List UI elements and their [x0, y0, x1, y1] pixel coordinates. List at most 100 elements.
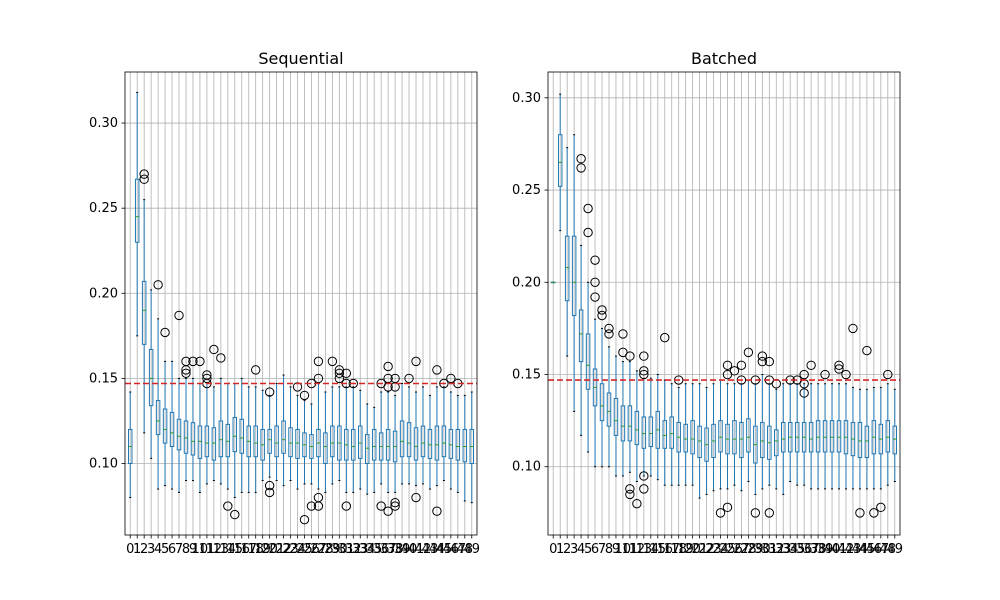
box-5 [583, 203, 593, 453]
x-tick-label: 24 [289, 542, 306, 557]
box-0 [550, 281, 556, 284]
box-body [406, 422, 412, 458]
outlier-point [757, 356, 768, 367]
box-body [892, 425, 898, 455]
box-body [218, 420, 224, 458]
axes-frame [124, 71, 478, 536]
box-19 [683, 383, 688, 486]
box-body [718, 420, 723, 453]
box-45 [439, 378, 449, 482]
box-43 [848, 323, 858, 490]
outlier-point [722, 360, 733, 370]
outlier-point [334, 373, 345, 384]
outlier-point [160, 327, 170, 338]
outlier-point [446, 373, 456, 384]
box-22 [281, 374, 286, 487]
box-body [774, 429, 779, 457]
box-47 [876, 386, 886, 513]
box-48 [462, 394, 468, 502]
x-tick-label: 13 [213, 542, 230, 557]
outlier-point [715, 508, 726, 518]
x-tick-label: 20 [684, 542, 701, 557]
x-tick-label: 38 [387, 542, 404, 557]
x-tick-label: 44 [429, 542, 446, 557]
y-tick-label: 0.25 [512, 183, 541, 198]
outlier-point [862, 345, 872, 356]
outlier-point [736, 360, 747, 370]
box-body [557, 134, 563, 187]
outlier-point [264, 387, 275, 397]
box-46 [869, 386, 879, 518]
outlier-point [223, 501, 233, 511]
box-body [134, 178, 140, 243]
box-body [641, 416, 647, 449]
x-tick-label: 33 [352, 542, 369, 557]
x-tick-label: 17 [663, 542, 680, 557]
box-26 [729, 366, 740, 486]
box-36 [799, 369, 809, 486]
box-body [323, 432, 328, 465]
box-body [232, 417, 238, 453]
x-tick-label: 3 [147, 542, 155, 557]
box-28 [743, 347, 754, 483]
outlier-point [806, 360, 816, 370]
x-tick-label: 30 [754, 542, 771, 557]
box-27 [736, 360, 747, 492]
box-body [585, 333, 591, 390]
box-body [211, 427, 217, 461]
y-tick-label: 0.30 [89, 116, 118, 131]
y-tick-label: 0.20 [512, 275, 541, 290]
outlier-point [139, 174, 149, 184]
x-tick-label: 40 [824, 542, 841, 557]
outlier-point [590, 277, 600, 287]
box-body [141, 280, 147, 345]
x-tick-label: 23 [705, 542, 722, 557]
outlier-point [264, 487, 275, 498]
box-49 [469, 391, 475, 504]
x-tick-label: 39 [394, 542, 411, 557]
box-35 [371, 406, 377, 493]
box-body [697, 425, 702, 459]
x-tick-label: 26 [303, 542, 320, 557]
x-tick-label: 49 [463, 542, 480, 557]
box-body [169, 411, 175, 447]
x-tick-label: 42 [415, 542, 432, 557]
y-tick-label: 0.10 [512, 460, 541, 475]
outlier-point [439, 378, 449, 389]
box-body [564, 235, 570, 302]
outlier-point [834, 364, 844, 374]
box-body [885, 420, 891, 453]
box-39 [820, 369, 830, 490]
x-tick-label: 33 [775, 542, 792, 557]
outlier-point [604, 323, 614, 334]
x-tick-label: 21 [691, 542, 708, 557]
box-27 [313, 356, 324, 511]
outlier-point [383, 361, 393, 372]
outlier-point [604, 329, 614, 339]
outlier-point [639, 484, 649, 494]
box-23 [711, 383, 716, 492]
outlier-point [590, 255, 600, 265]
box-body [427, 428, 433, 459]
box-41 [834, 360, 844, 490]
x-tick-label: 35 [366, 542, 383, 557]
boxes [550, 93, 898, 518]
x-tick-label: 29 [324, 542, 341, 557]
outlier-point [306, 501, 317, 511]
x-tick-label: 8 [605, 542, 613, 557]
outlier-point [632, 498, 642, 509]
box-32 [771, 379, 781, 490]
outlier-point [576, 163, 586, 173]
x-tick-label: 19 [677, 542, 694, 557]
box-41 [411, 356, 421, 503]
batched-panel: 0.100.150.200.250.3001234567891011121314… [512, 49, 903, 557]
outlier-point [729, 366, 740, 376]
box-8 [181, 356, 191, 482]
x-tick-label: 41 [408, 542, 425, 557]
x-tick-label: 5 [161, 542, 169, 557]
box-18 [250, 365, 261, 493]
x-tick-label: 42 [838, 542, 855, 557]
box-2 [139, 169, 149, 434]
box-body [760, 421, 765, 459]
box-15 [230, 383, 240, 520]
